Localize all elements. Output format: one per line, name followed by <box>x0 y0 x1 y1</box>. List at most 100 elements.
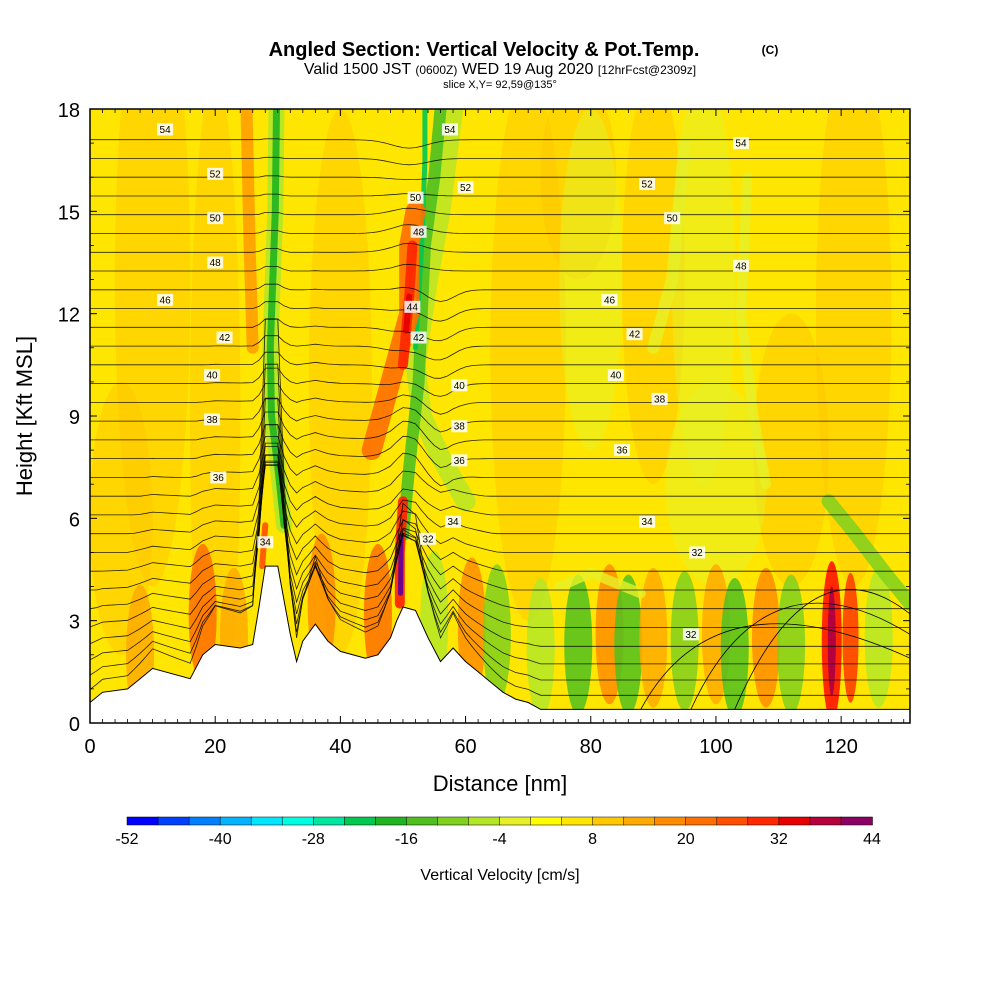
isentrope-label-text: 36 <box>454 456 466 467</box>
isentrope-label: 36 <box>451 454 468 467</box>
isentrope-label-bg <box>639 515 656 528</box>
isentrope-line <box>90 318 910 696</box>
colorbar-swatch <box>219 816 252 826</box>
velocity-cell <box>671 109 735 485</box>
isentrope-label-bg <box>451 379 468 392</box>
colorbar-swatch <box>561 816 594 826</box>
y-tick-label: 15 <box>58 202 80 224</box>
isentrope-line <box>90 138 910 149</box>
y-axis-label: Height [Kft MSL] <box>12 336 37 496</box>
colorbar-tick-label: -28 <box>302 831 325 848</box>
isentrope-label-bg <box>451 420 468 433</box>
isentrope-label-bg <box>207 212 224 225</box>
colorbar-swatch <box>809 816 842 826</box>
isentrope-label-text: 40 <box>610 371 622 382</box>
colorbar-swatch <box>188 816 221 826</box>
isentrope-line <box>90 465 910 572</box>
isentrope-line <box>90 383 910 415</box>
colorbar-swatch <box>468 816 501 826</box>
isentrope-label-bg <box>210 471 227 484</box>
colorbar-tick-label: 8 <box>588 831 597 848</box>
isentrope-label-bg <box>732 137 749 150</box>
isentrope-line <box>690 602 910 710</box>
isentrope-label-text: 52 <box>642 180 654 191</box>
isentrope-label: 46 <box>601 294 618 307</box>
velocity-cell <box>526 577 555 718</box>
isentrope-line <box>90 224 910 234</box>
isentrope-line <box>90 363 910 681</box>
isentrope-lines <box>90 138 910 710</box>
isentrope-label-text: 48 <box>735 261 747 272</box>
chart-title-unit: (C) <box>762 43 779 57</box>
colorbar <box>126 816 873 826</box>
colorbar-tick-label: 44 <box>863 831 881 848</box>
isentrope-line <box>90 455 910 610</box>
isentrope-line <box>90 318 910 342</box>
isentrope-label-bg <box>441 123 458 136</box>
colorbar-swatch <box>747 816 780 826</box>
isentrope-label: 52 <box>639 178 656 191</box>
isentrope-label-text: 50 <box>210 214 222 225</box>
x-tick-label: 60 <box>454 736 476 758</box>
chart-title: Angled Section: Vertical Velocity & Pot.… <box>269 39 700 61</box>
isentrope-label-bg <box>664 212 681 225</box>
isentrope-line <box>90 264 910 272</box>
colorbar-swatch <box>406 816 439 826</box>
colorbar-swatch <box>716 816 749 826</box>
subtitle-date: WED 19 Aug 2020 <box>462 61 594 78</box>
isentrope-label-bg <box>404 300 421 313</box>
plot-area: 54 54 54 52 52 52 50 50 50 48 48 48 46 46 44 42 42 42 40 40… <box>90 109 910 723</box>
x-tick-label: 0 <box>84 736 95 758</box>
isentrope-label-text: 38 <box>454 422 466 433</box>
isentrope-line <box>90 193 910 197</box>
isentrope-label: 50 <box>407 191 424 204</box>
colorbar-swatch <box>840 816 873 826</box>
velocity-cell <box>621 109 685 485</box>
isentrope-label-text: 38 <box>206 415 218 426</box>
velocity-band <box>647 137 691 354</box>
subtitle-forecast: [12hrFcst@2309z] <box>598 63 696 77</box>
isentrope-label-bg <box>451 454 468 467</box>
isentrope-label: 54 <box>732 137 749 150</box>
isentrope-line <box>90 175 910 181</box>
isentrope-line <box>90 424 910 469</box>
isentrope-label-text: 54 <box>444 125 456 136</box>
y-tick-label: 9 <box>69 407 80 429</box>
isentrope-label: 38 <box>204 413 221 426</box>
isentrope-label: 54 <box>441 123 458 136</box>
isentrope-line <box>90 156 910 166</box>
isentrope-label-text: 34 <box>642 517 654 528</box>
colorbar-tick-label: -52 <box>115 831 138 848</box>
velocity-cell <box>670 571 699 712</box>
isentrope-label-text: 32 <box>685 630 697 641</box>
isentrope-label-bg <box>651 392 668 405</box>
colorbar-swatch <box>281 816 315 826</box>
isentrope-label: 44 <box>404 300 421 313</box>
isentrope-label: 34 <box>445 515 462 528</box>
slice-label: slice X,Y= 92,59@135° <box>443 79 557 91</box>
isentrope-label: 36 <box>614 444 631 457</box>
isentrope-label: 32 <box>420 532 437 545</box>
colorbar-swatch <box>313 816 346 826</box>
velocity-cell <box>752 567 781 708</box>
x-axis: 0 20 40 60 80 100 120 <box>84 109 905 758</box>
isentrope-line <box>90 424 910 647</box>
terrain-profile <box>90 565 910 723</box>
isentrope-label-text: 48 <box>413 227 425 238</box>
isentrope-line <box>90 446 910 497</box>
velocity-cell <box>815 109 892 587</box>
isentrope-label: 52 <box>207 167 224 180</box>
y-tick-label: 12 <box>58 305 80 327</box>
isentrope-label: 48 <box>207 256 224 269</box>
colorbar-tick-label: -16 <box>395 831 418 848</box>
velocity-cell <box>639 567 668 708</box>
colorbar-tick-label: 32 <box>770 831 788 848</box>
isentrope-label-bg <box>207 256 224 269</box>
velocity-band <box>554 567 646 599</box>
isentrope-label-text: 36 <box>213 473 225 484</box>
isentrope-label: 40 <box>204 369 221 382</box>
velocity-cell <box>308 109 372 655</box>
x-tick-label: 120 <box>824 736 857 758</box>
isentrope-label-text: 50 <box>410 193 422 204</box>
